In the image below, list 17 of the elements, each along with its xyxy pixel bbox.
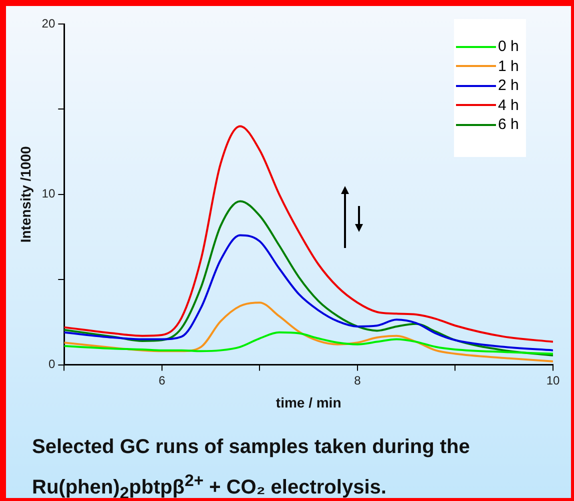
y-tick-label: 20 (42, 16, 56, 30)
line-series (64, 200, 553, 356)
y-tick-label: 0 (48, 357, 56, 372)
legend-label: 2 h (498, 77, 519, 94)
line-series (64, 234, 553, 352)
x-tick-label: 10 (546, 373, 560, 388)
x-axis-title: time / min (276, 394, 342, 410)
legend-label: 0 h (498, 38, 519, 56)
legend-label: 1 h (498, 58, 519, 75)
y-axis-title: Intensity /1000 (17, 146, 34, 243)
legend-label: 4 h (498, 96, 519, 114)
line-series (64, 302, 553, 362)
legend-label: 6 h (498, 116, 519, 134)
x-tick-label: 8 (354, 373, 362, 388)
y-tick-label: 10 (42, 186, 56, 201)
x-tick-label: 6 (158, 373, 166, 388)
line-series (64, 331, 553, 355)
